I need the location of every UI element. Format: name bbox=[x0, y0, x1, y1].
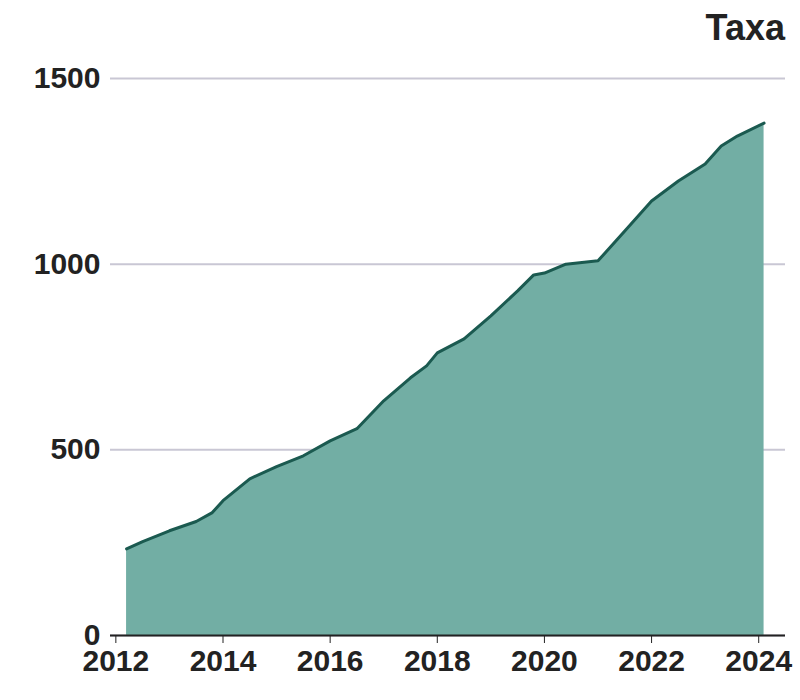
svg-text:2014: 2014 bbox=[190, 644, 257, 677]
svg-text:2018: 2018 bbox=[404, 644, 471, 677]
svg-text:2024: 2024 bbox=[725, 644, 792, 677]
svg-text:0: 0 bbox=[83, 618, 101, 652]
svg-text:1000: 1000 bbox=[34, 247, 101, 280]
svg-text:2016: 2016 bbox=[297, 644, 364, 677]
svg-text:2020: 2020 bbox=[511, 644, 578, 677]
svg-text:1500: 1500 bbox=[34, 61, 101, 94]
svg-text:500: 500 bbox=[50, 432, 100, 465]
svg-text:2022: 2022 bbox=[618, 644, 685, 677]
svg-text:2012: 2012 bbox=[82, 644, 149, 677]
html-text:Taxa: Taxa bbox=[705, 7, 785, 48]
